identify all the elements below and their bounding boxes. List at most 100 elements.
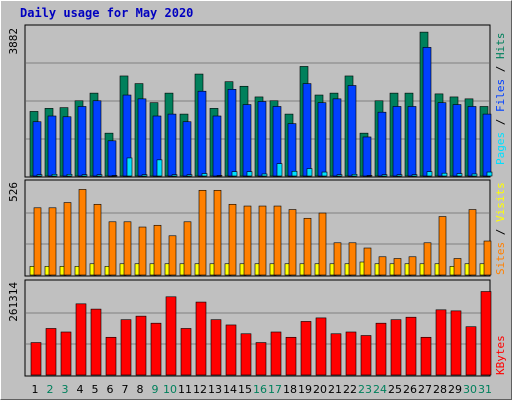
bar-kbytes — [180, 328, 192, 376]
bar-pages — [411, 174, 418, 177]
bar-sites — [78, 189, 87, 276]
bar-sites — [468, 209, 477, 276]
bar-sites — [123, 221, 132, 276]
x-tick-label: 28 — [433, 383, 447, 396]
bar-files — [377, 111, 387, 177]
legend: KBytes — [494, 335, 507, 375]
bar-pages — [201, 173, 208, 177]
bar-kbytes — [240, 333, 252, 376]
bar-sites — [363, 247, 372, 276]
x-tick-label: 29 — [448, 383, 462, 396]
bar-pages — [426, 171, 433, 177]
bar-kbytes — [300, 321, 312, 376]
bar-files — [227, 89, 237, 177]
bar-pages — [456, 173, 463, 177]
bar-kbytes — [75, 303, 87, 376]
x-tick-label: 9 — [152, 383, 159, 396]
bar-files — [392, 106, 402, 177]
bar-kbytes — [390, 319, 402, 376]
legend-item: Visits — [494, 182, 507, 222]
x-tick-label: 10 — [163, 383, 177, 396]
x-tick-label: 22 — [343, 383, 357, 396]
bar-pages — [111, 175, 118, 177]
x-tick-label: 12 — [193, 383, 207, 396]
bar-pages — [351, 174, 358, 177]
bar-files — [332, 98, 342, 177]
bar-kbytes — [165, 296, 177, 376]
bar-sites — [393, 258, 402, 276]
bar-kbytes — [225, 324, 237, 376]
legend-item: Hits — [494, 33, 507, 60]
x-tick-label: 13 — [208, 383, 222, 396]
x-tick-label: 20 — [313, 383, 327, 396]
x-tick-label: 14 — [223, 383, 237, 396]
bar-kbytes — [105, 336, 117, 376]
bar-files — [407, 106, 417, 177]
bar-sites — [258, 205, 267, 276]
x-tick-label: 23 — [358, 383, 372, 396]
bar-files — [197, 90, 207, 177]
bar-kbytes — [315, 317, 327, 376]
bar-sites — [348, 242, 357, 276]
x-tick-label: 21 — [328, 383, 342, 396]
bar-kbytes — [255, 342, 267, 376]
bar-pages — [306, 168, 313, 177]
bar-files — [287, 123, 297, 177]
bar-pages — [471, 173, 478, 177]
bar-pages — [441, 172, 448, 177]
bar-files — [317, 102, 327, 177]
bar-kbytes — [450, 310, 462, 376]
bar-kbytes — [45, 328, 57, 376]
bar-pages — [366, 175, 373, 177]
bar-files — [137, 98, 147, 177]
bar-pages — [381, 174, 388, 177]
x-tick-label: 17 — [268, 383, 282, 396]
bar-kbytes — [270, 331, 282, 376]
x-tick-label: 6 — [107, 383, 114, 396]
bar-sites — [483, 240, 492, 276]
x-tick-label: 2 — [47, 383, 54, 396]
bar-sites — [48, 207, 57, 276]
bar-kbytes — [150, 322, 162, 376]
x-tick-label: 27 — [418, 383, 432, 396]
x-tick-label: 1 — [32, 383, 39, 396]
x-tick-label: 15 — [238, 383, 252, 396]
bar-pages — [336, 174, 343, 177]
bar-files — [257, 101, 267, 177]
legend-item: Sites — [494, 242, 507, 275]
x-tick-label: 30 — [463, 383, 477, 396]
y-max-label: 261314 — [7, 282, 20, 322]
bar-sites — [108, 221, 117, 276]
legend-item: Files — [494, 79, 507, 112]
bar-sites — [168, 235, 177, 276]
bar-sites — [138, 226, 147, 276]
legend: Pages / Files / Hits — [494, 33, 507, 166]
bar-kbytes — [360, 335, 372, 376]
bar-pages — [396, 174, 403, 177]
bar-sites — [63, 202, 72, 276]
bar-files — [32, 121, 42, 177]
bar-pages — [141, 174, 148, 177]
legend-item: KBytes — [494, 335, 507, 375]
bar-files — [77, 106, 87, 177]
bar-pages — [321, 171, 328, 177]
legend: Sites / Visits — [494, 182, 507, 275]
x-tick-label: 3 — [62, 383, 69, 396]
bar-files — [47, 115, 57, 177]
bar-sites — [453, 258, 462, 276]
bar-pages — [81, 174, 88, 177]
bar-kbytes — [465, 326, 477, 376]
bar-kbytes — [435, 309, 447, 376]
bar-files — [167, 113, 177, 177]
x-tick-label: 5 — [92, 383, 99, 396]
chart-title: Daily usage for May 2020 — [20, 6, 194, 20]
bar-files — [212, 115, 222, 177]
bar-sites — [318, 212, 327, 276]
bar-files — [347, 85, 357, 177]
x-tick-label: 7 — [122, 383, 129, 396]
bar-kbytes — [210, 319, 222, 376]
bar-files — [62, 116, 72, 177]
bar-pages — [171, 174, 178, 177]
bar-sites — [93, 203, 102, 276]
